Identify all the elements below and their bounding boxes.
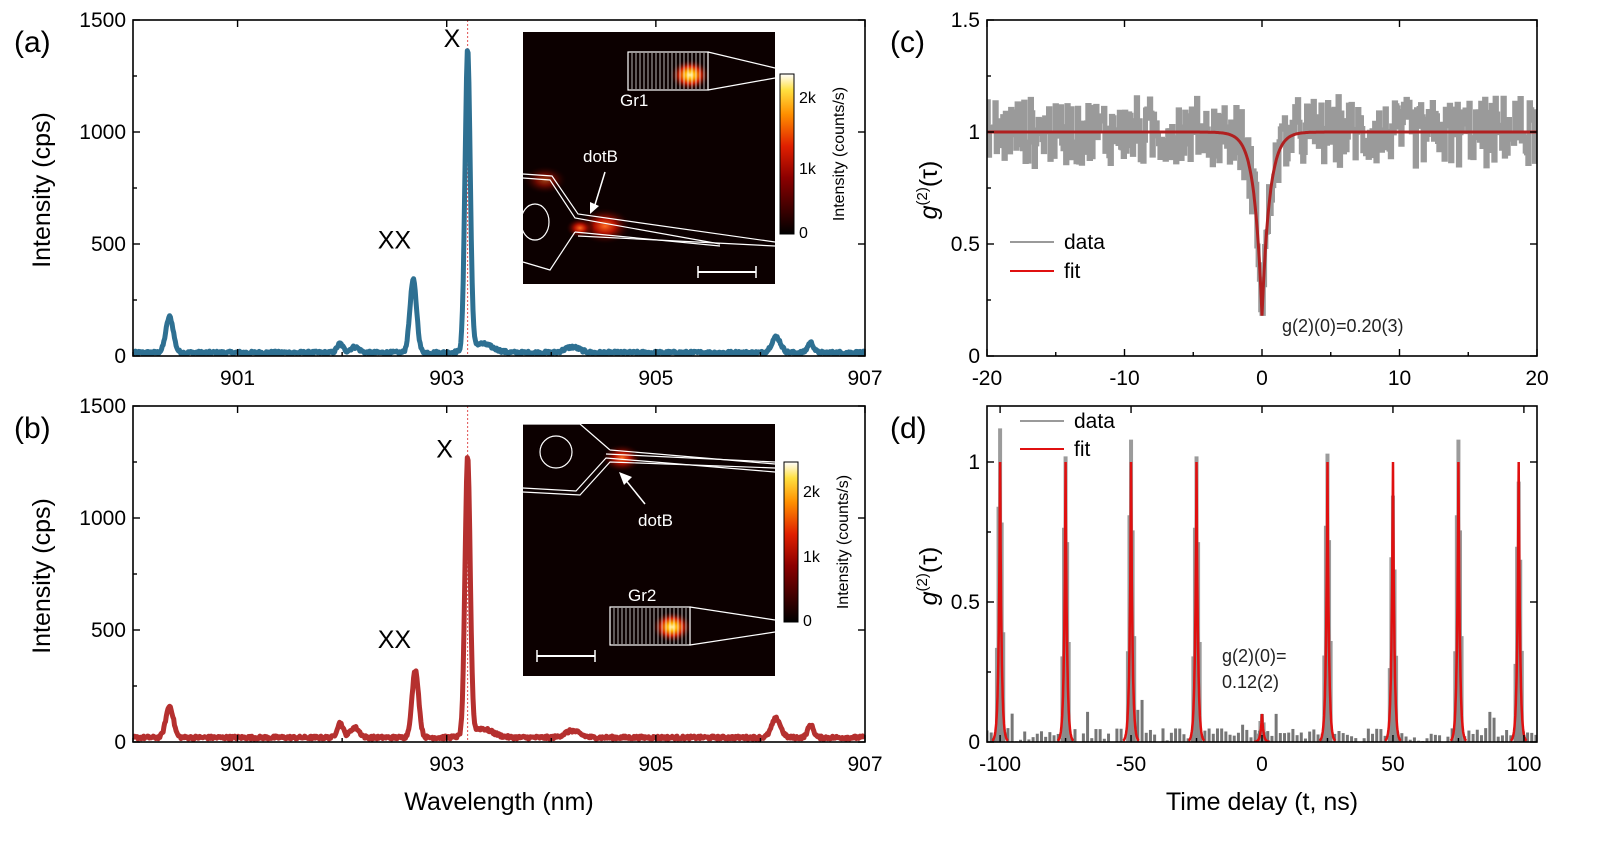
panel-d-ytick-label: 0.5	[951, 591, 980, 614]
panel-d-ytick-label: 1	[968, 451, 980, 474]
panel-c-ytick-label: 1.5	[951, 9, 980, 32]
panel-a-ytick-label: 0	[114, 345, 126, 368]
panel-b-xtick-label: 907	[847, 753, 882, 776]
panel-d-xtick-label: 100	[1506, 753, 1541, 776]
inset-b-colorbar	[783, 461, 799, 623]
panel-d-fit-peak	[1510, 461, 1528, 742]
panel-c-autocorrelation-cw: (c) g(2)(τ) -20 -10 0 10 20 0 0.5 1 1.5 data fit…	[890, 9, 1549, 390]
panel-d-xtick-label: -100	[979, 753, 1021, 776]
legend-d-fit-label: fit	[1074, 438, 1091, 461]
panel-d-ylabel-sup: (2)	[914, 573, 931, 591]
panel-c-xtick-label: -10	[1109, 367, 1139, 390]
panel-c-label: (c)	[890, 26, 925, 59]
inset-b-gr2-label: Gr2	[628, 586, 656, 605]
panel-b-ytick-label: 0	[114, 731, 126, 754]
panel-c-legend: data fit	[1010, 231, 1105, 283]
panel-b-ytick-label: 1000	[79, 507, 126, 530]
panel-d-xtick-label: -50	[1116, 753, 1146, 776]
panel-c-ytick-label: 0.5	[951, 233, 980, 256]
panel-c-xtick-label: 0	[1256, 367, 1268, 390]
panel-d-xtick-label: 50	[1381, 753, 1404, 776]
inset-b-arrow	[623, 477, 646, 505]
panel-c-g2-annotation: g(2)(0)=0.20(3)	[1282, 316, 1404, 336]
panel-c-xtick-label: -20	[972, 367, 1002, 390]
panel-c-ytick-label: 1	[968, 121, 980, 144]
inset-a-colorbar	[779, 73, 795, 235]
panel-c-fit-series	[987, 130, 1537, 316]
panel-d-g2-annotation-line1: g(2)(0)=	[1222, 646, 1287, 666]
panel-d-fit-peak	[1187, 461, 1206, 742]
panel-b-ytick-label: 500	[91, 619, 126, 642]
panel-d-fit-peak	[1122, 461, 1140, 742]
inset-a-cb-tick-0: 0	[799, 225, 808, 242]
panel-d-fit-peak	[1056, 461, 1075, 742]
panel-d-ylabel: g(2)(τ)	[914, 547, 943, 606]
inset-a-waveguide-outline	[520, 51, 776, 271]
panel-b-xtick-label: 901	[220, 753, 255, 776]
panel-b-xlabel: Wavelength (nm)	[404, 788, 593, 816]
panel-a-ytick-label: 500	[91, 233, 126, 256]
panel-d-fit-peak	[1449, 461, 1468, 742]
inset-b-dotb-label: dotB	[638, 511, 673, 530]
inset-b-cb-tick-2k: 2k	[803, 484, 821, 501]
panel-a-spectrum-line	[133, 48, 865, 356]
panel-d-ytick-label: 0	[968, 731, 980, 754]
panel-b-inset-pl-map: dotB Gr2 2k 1k 0 Intensity (counts/s)	[522, 423, 852, 676]
panel-a-label: (a)	[14, 26, 51, 59]
panel-c-ytick-label: 0	[968, 345, 980, 368]
panel-c-ylabel-arg: (τ)	[915, 161, 943, 188]
inset-b-cb-tick-1k: 1k	[803, 549, 821, 566]
legend-c-fit-label: fit	[1064, 260, 1081, 283]
panel-d-xtick-label: 0	[1256, 753, 1268, 776]
inset-b-dot-spot	[602, 444, 642, 472]
panel-b-ylabel: Intensity (cps)	[28, 498, 56, 654]
legend-d-data-label: data	[1074, 410, 1115, 433]
panel-a-xtick-label: 903	[429, 367, 464, 390]
panel-d-fit-peak	[991, 461, 1009, 742]
panel-a-ytick-label: 1500	[79, 9, 126, 32]
panel-d-xlabel: Time delay (t, ns)	[1166, 788, 1358, 816]
panel-c-xtick-label: 10	[1388, 367, 1411, 390]
panel-b-ytick-label: 1500	[79, 395, 126, 418]
panel-b-xtick-label: 905	[638, 753, 673, 776]
panel-c-ylabel: g(2)(τ)	[914, 161, 943, 220]
inset-a-background	[523, 32, 775, 284]
panel-a-inset-pl-map: Gr1 dotB 2k 1k 0 Intensity (counts/s)	[520, 32, 848, 284]
inset-a-arrow	[593, 171, 606, 209]
panel-d-fit-peak	[1318, 461, 1337, 742]
panel-d-label: (d)	[890, 412, 927, 445]
panel-d-autocorrelation-pulsed: (d) g(2)(τ) Time delay (t, ns) -100 -50 0 5…	[890, 405, 1541, 816]
panel-c-xtick-label: 20	[1525, 367, 1548, 390]
panel-b-label: (b)	[14, 412, 51, 445]
panel-a-peak-label-x: X	[444, 25, 461, 53]
panel-b-spectrum-line	[133, 455, 865, 742]
panel-a-xtick-label: 907	[847, 367, 882, 390]
panel-b-peak-label-xx: XX	[378, 626, 412, 654]
inset-b-cb-title: Intensity (counts/s)	[835, 475, 852, 609]
inset-a-gr1-label: Gr1	[620, 91, 648, 110]
panel-a-spectrum: (a) Intensity (cps) 901 903 905 907 0 500 1000…	[14, 9, 883, 390]
inset-b-waveguide-outline	[522, 423, 776, 646]
inset-a-cb-tick-1k: 1k	[799, 161, 817, 178]
panel-c-ylabel-sup: (2)	[914, 187, 931, 205]
inset-a-cb-tick-2k: 2k	[799, 90, 817, 107]
panel-a-ytick-label: 1000	[79, 121, 126, 144]
panel-a-ylabel: Intensity (cps)	[28, 112, 56, 268]
panel-a-peak-label-xx: XX	[378, 226, 412, 254]
panel-d-fit-peak	[1384, 461, 1402, 742]
inset-a-dot-spot	[579, 208, 631, 244]
panel-d-legend: data fit	[1020, 410, 1115, 461]
panel-d-g2-annotation-line2: 0.12(2)	[1222, 672, 1279, 692]
panel-a-xtick-label: 901	[220, 367, 255, 390]
inset-a-dotb-label: dotB	[583, 147, 618, 166]
inset-b-cb-tick-0: 0	[803, 613, 812, 630]
panel-a-xtick-label: 905	[638, 367, 673, 390]
inset-a-cb-title: Intensity (counts/s)	[831, 87, 848, 221]
panel-d-ylabel-arg: (τ)	[915, 547, 943, 574]
panel-b-spectrum: (b) Intensity (cps) Wavelength (nm) 901 9…	[14, 395, 883, 816]
panel-b-peak-label-x: X	[436, 436, 453, 464]
panel-b-xtick-label: 903	[429, 753, 464, 776]
legend-c-data-label: data	[1064, 231, 1105, 254]
